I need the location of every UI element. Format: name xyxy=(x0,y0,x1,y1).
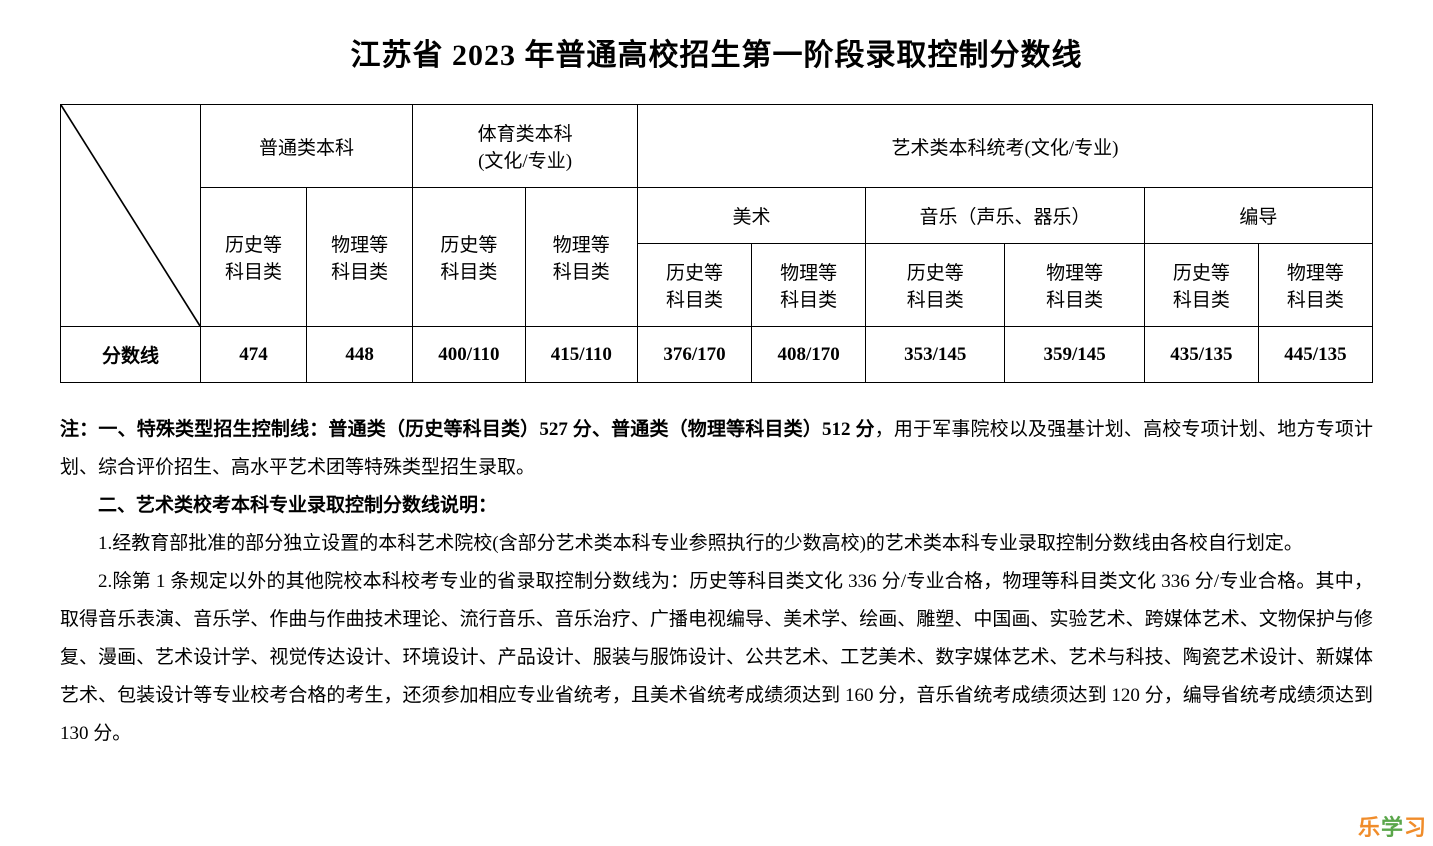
diagonal-header-cell xyxy=(61,105,201,327)
val-general-physics: 448 xyxy=(307,327,413,383)
header-art: 艺术类本科统考(文化/专业) xyxy=(638,105,1373,188)
val-general-history: 474 xyxy=(201,327,307,383)
val-fineart-physics: 408/170 xyxy=(752,327,866,383)
header-sports: 体育类本科 (文化/专业) xyxy=(413,105,638,188)
watermark: 乐学习 xyxy=(1358,810,1427,842)
val-directing-physics: 445/135 xyxy=(1258,327,1372,383)
header-art-music: 音乐（声乐、器乐） xyxy=(866,188,1145,244)
notes-section: 注：一、特殊类型招生控制线：普通类（历史等科目类）527 分、普通类（物理等科目… xyxy=(60,411,1373,753)
header-directing-history: 历史等 科目类 xyxy=(1144,244,1258,327)
header-sports-history: 历史等 科目类 xyxy=(413,188,525,327)
header-general-history: 历史等 科目类 xyxy=(201,188,307,327)
header-general: 普通类本科 xyxy=(201,105,413,188)
header-fineart-history: 历史等 科目类 xyxy=(638,244,752,327)
score-table: 普通类本科 体育类本科 (文化/专业) 艺术类本科统考(文化/专业) 历史等 科… xyxy=(60,104,1373,383)
note-1-bold: 注：一、特殊类型招生控制线：普通类（历史等科目类）527 分、普通类（物理等科目… xyxy=(60,419,875,440)
val-sports-history: 400/110 xyxy=(413,327,525,383)
watermark-char-2: 学 xyxy=(1381,815,1404,840)
watermark-char-1: 乐 xyxy=(1358,815,1381,840)
header-art-directing: 编导 xyxy=(1144,188,1372,244)
header-directing-physics: 物理等 科目类 xyxy=(1258,244,1372,327)
header-music-physics: 物理等 科目类 xyxy=(1005,244,1144,327)
header-fineart-physics: 物理等 科目类 xyxy=(752,244,866,327)
val-directing-history: 435/135 xyxy=(1144,327,1258,383)
row-label: 分数线 xyxy=(61,327,201,383)
val-sports-physics: 415/110 xyxy=(525,327,637,383)
header-general-physics: 物理等 科目类 xyxy=(307,188,413,327)
header-sports-physics: 物理等 科目类 xyxy=(525,188,637,327)
val-music-physics: 359/145 xyxy=(1005,327,1144,383)
note-2: 二、艺术类校考本科专业录取控制分数线说明： xyxy=(60,487,1373,525)
val-fineart-history: 376/170 xyxy=(638,327,752,383)
header-art-fineart: 美术 xyxy=(638,188,866,244)
note-4: 2.除第 1 条规定以外的其他院校本科校考专业的省录取控制分数线为：历史等科目类… xyxy=(60,563,1373,753)
val-music-history: 353/145 xyxy=(866,327,1005,383)
note-1: 注：一、特殊类型招生控制线：普通类（历史等科目类）527 分、普通类（物理等科目… xyxy=(60,411,1373,487)
note-3: 1.经教育部批准的部分独立设置的本科艺术院校(含部分艺术类本科专业参照执行的少数… xyxy=(60,525,1373,563)
header-music-history: 历史等 科目类 xyxy=(866,244,1005,327)
page-title: 江苏省 2023 年普通高校招生第一阶段录取控制分数线 xyxy=(60,30,1373,74)
watermark-char-3: 习 xyxy=(1404,815,1427,840)
